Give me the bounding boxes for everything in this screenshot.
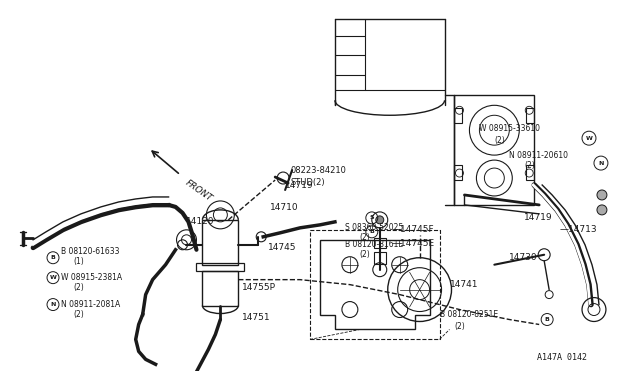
Text: —14713: —14713 bbox=[559, 225, 596, 234]
Text: B: B bbox=[369, 229, 374, 234]
Bar bbox=[454, 108, 463, 123]
Text: 14741: 14741 bbox=[449, 280, 478, 289]
Text: B 08120-61633: B 08120-61633 bbox=[61, 247, 120, 256]
Text: (2): (2) bbox=[360, 233, 371, 242]
Bar bbox=[196, 263, 244, 271]
Bar bbox=[526, 165, 534, 180]
Text: 14755P: 14755P bbox=[243, 283, 276, 292]
Text: 14730: 14730 bbox=[509, 253, 538, 262]
Bar bbox=[202, 220, 238, 265]
Bar bbox=[374, 252, 386, 264]
Text: 14710: 14710 bbox=[270, 203, 299, 212]
Text: (2): (2) bbox=[454, 322, 465, 331]
Text: (2): (2) bbox=[73, 310, 84, 319]
Circle shape bbox=[376, 216, 384, 224]
Text: (2): (2) bbox=[494, 136, 505, 145]
Text: W 08915-2381A: W 08915-2381A bbox=[61, 273, 122, 282]
Bar bbox=[202, 271, 238, 305]
Text: 14745: 14745 bbox=[268, 243, 297, 252]
Text: 08223-84210: 08223-84210 bbox=[290, 166, 346, 174]
Bar bbox=[526, 108, 534, 123]
Text: S: S bbox=[369, 215, 374, 220]
Text: B 08120-8161E: B 08120-8161E bbox=[345, 240, 403, 249]
Text: N: N bbox=[598, 161, 604, 166]
Bar bbox=[454, 165, 463, 180]
Text: W: W bbox=[49, 275, 56, 280]
Text: B 08120-8251E: B 08120-8251E bbox=[440, 310, 498, 319]
Text: W 08915-33610: W 08915-33610 bbox=[479, 124, 540, 133]
Circle shape bbox=[597, 190, 607, 200]
Text: S 08360-52025: S 08360-52025 bbox=[345, 223, 403, 232]
Text: N 08911-20610: N 08911-20610 bbox=[509, 151, 568, 160]
Text: —14745F: —14745F bbox=[392, 225, 435, 234]
Text: 14751: 14751 bbox=[243, 313, 271, 322]
Text: 14719: 14719 bbox=[285, 180, 314, 189]
Text: (1): (1) bbox=[73, 257, 84, 266]
Text: 14120: 14120 bbox=[186, 217, 214, 227]
Text: (2): (2) bbox=[524, 161, 535, 170]
Text: N: N bbox=[51, 302, 56, 307]
Text: B: B bbox=[51, 255, 56, 260]
Text: 14719: 14719 bbox=[524, 214, 553, 222]
Bar bbox=[374, 238, 386, 248]
Text: FRONT: FRONT bbox=[184, 178, 214, 203]
Circle shape bbox=[597, 205, 607, 215]
Text: (2): (2) bbox=[73, 283, 84, 292]
Text: —14745E: —14745E bbox=[392, 239, 435, 248]
Bar bbox=[454, 95, 534, 205]
Text: A147A 0142: A147A 0142 bbox=[537, 353, 587, 362]
Text: STUD(2): STUD(2) bbox=[290, 177, 324, 186]
Text: W: W bbox=[586, 136, 593, 141]
Bar bbox=[310, 230, 440, 339]
Text: N 08911-2081A: N 08911-2081A bbox=[61, 300, 120, 309]
Text: B: B bbox=[545, 317, 550, 322]
Text: (2): (2) bbox=[360, 250, 371, 259]
